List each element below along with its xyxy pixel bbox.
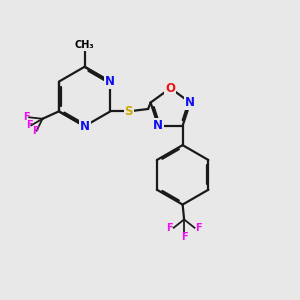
Text: F: F	[195, 223, 202, 233]
Text: N: N	[153, 119, 163, 132]
Text: N: N	[185, 96, 195, 109]
Text: O: O	[165, 82, 176, 95]
Text: F: F	[32, 126, 38, 136]
Text: S: S	[124, 105, 133, 118]
Text: F: F	[167, 223, 173, 233]
Text: N: N	[105, 75, 116, 88]
Text: CH₃: CH₃	[75, 40, 94, 50]
Text: F: F	[23, 112, 29, 122]
Text: N: N	[80, 120, 90, 133]
Text: F: F	[26, 120, 32, 130]
Text: F: F	[182, 232, 188, 242]
